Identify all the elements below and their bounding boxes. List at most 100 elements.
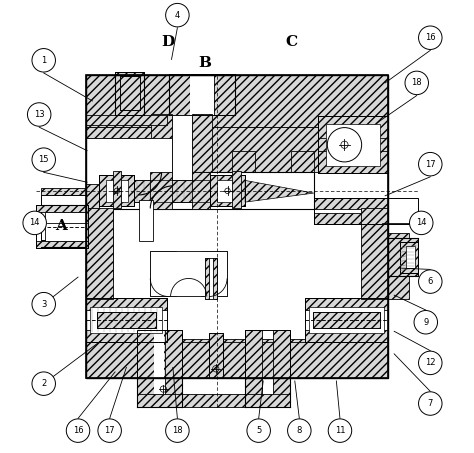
Bar — [137, 330, 182, 407]
Text: 4: 4 — [175, 11, 180, 19]
Text: 9: 9 — [423, 318, 428, 327]
Bar — [388, 238, 418, 276]
Bar — [388, 238, 418, 276]
Bar — [86, 171, 99, 208]
Bar — [150, 251, 176, 297]
Bar — [382, 233, 409, 299]
Bar — [318, 116, 388, 173]
Bar — [400, 242, 418, 273]
Text: 18: 18 — [411, 78, 422, 87]
Bar — [190, 74, 214, 115]
Circle shape — [419, 26, 442, 49]
Bar — [135, 179, 210, 202]
Bar — [201, 251, 227, 297]
Bar — [314, 198, 418, 224]
Text: D: D — [162, 35, 175, 49]
Bar — [106, 180, 128, 202]
Bar — [90, 307, 162, 333]
Text: 5: 5 — [256, 426, 261, 435]
Text: 17: 17 — [425, 159, 436, 169]
Bar — [86, 299, 167, 310]
Bar — [86, 299, 167, 342]
Circle shape — [419, 351, 442, 375]
Bar — [327, 124, 380, 165]
Text: 7: 7 — [428, 399, 433, 408]
Circle shape — [288, 419, 311, 443]
Bar — [214, 75, 235, 115]
Circle shape — [23, 211, 46, 235]
Bar — [99, 175, 135, 206]
Bar — [232, 151, 255, 173]
Bar — [154, 330, 164, 407]
Bar — [406, 246, 415, 268]
Circle shape — [419, 392, 442, 415]
Bar — [305, 330, 388, 342]
Bar — [86, 172, 314, 209]
Circle shape — [32, 372, 55, 395]
Circle shape — [410, 211, 433, 235]
Bar — [313, 312, 380, 328]
Bar — [150, 251, 227, 297]
Circle shape — [419, 153, 442, 176]
Text: 13: 13 — [34, 110, 45, 119]
Bar — [291, 151, 314, 173]
Bar — [86, 127, 388, 172]
Bar — [137, 330, 154, 407]
Bar — [86, 139, 172, 183]
Bar — [361, 208, 388, 299]
Bar — [119, 76, 140, 110]
Text: 11: 11 — [335, 426, 345, 435]
Bar — [139, 200, 153, 241]
Text: 18: 18 — [172, 426, 182, 435]
Text: 1: 1 — [41, 56, 46, 65]
Bar — [86, 75, 388, 378]
Circle shape — [32, 293, 55, 316]
Bar — [273, 330, 290, 407]
Bar — [318, 116, 388, 139]
Circle shape — [32, 148, 55, 171]
Bar — [41, 195, 88, 240]
Bar — [97, 312, 156, 328]
Bar — [169, 75, 190, 115]
Bar — [151, 114, 172, 183]
Bar — [86, 75, 388, 378]
Circle shape — [66, 419, 90, 443]
Bar — [318, 151, 388, 173]
Bar — [36, 241, 88, 248]
Bar — [45, 212, 86, 241]
Bar — [209, 333, 223, 378]
Circle shape — [405, 71, 428, 95]
Bar — [305, 299, 388, 310]
Bar — [213, 258, 217, 299]
Bar — [86, 75, 388, 127]
Bar — [36, 205, 88, 212]
Bar — [119, 76, 140, 110]
Bar — [99, 175, 135, 206]
Circle shape — [165, 4, 189, 27]
Bar — [86, 342, 388, 378]
Bar — [86, 165, 151, 183]
Circle shape — [247, 419, 271, 443]
Circle shape — [328, 419, 352, 443]
Text: A: A — [55, 219, 67, 232]
Text: 14: 14 — [416, 218, 427, 227]
Text: 15: 15 — [38, 155, 49, 164]
Bar — [150, 172, 172, 209]
Bar — [205, 258, 209, 299]
Text: 14: 14 — [29, 218, 40, 227]
Text: 17: 17 — [104, 426, 115, 435]
Bar — [86, 115, 167, 125]
Bar — [86, 139, 151, 156]
Circle shape — [98, 419, 121, 443]
Bar — [115, 72, 145, 115]
Bar — [41, 188, 86, 247]
Bar — [205, 258, 217, 299]
Text: 12: 12 — [425, 358, 436, 367]
Text: 2: 2 — [41, 379, 46, 388]
Bar — [217, 180, 238, 202]
Bar — [192, 172, 210, 209]
Circle shape — [32, 48, 55, 72]
Bar — [86, 151, 167, 172]
Bar — [309, 307, 384, 333]
Bar — [305, 299, 388, 342]
